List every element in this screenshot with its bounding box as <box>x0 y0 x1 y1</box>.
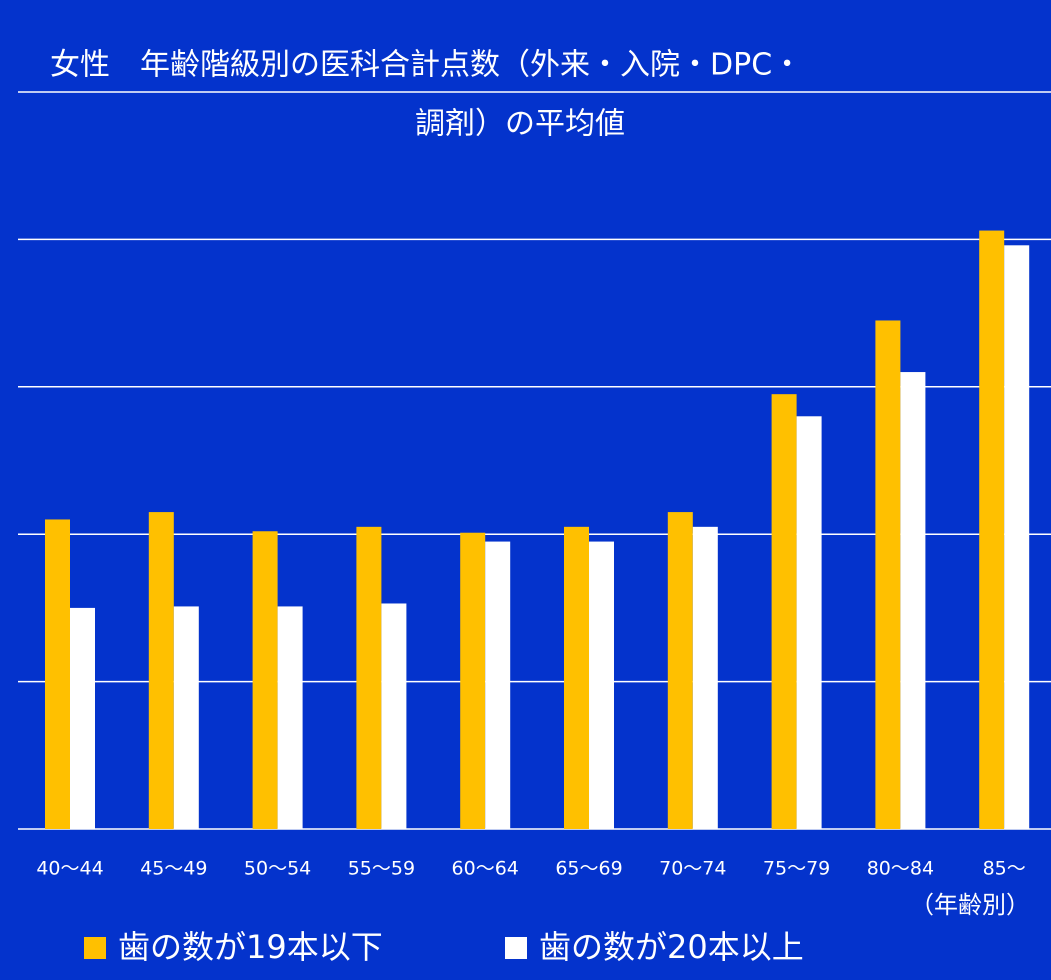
x-tick-label: 65〜69 <box>555 858 622 880</box>
bar <box>979 230 1005 829</box>
x-tick-label: 80〜84 <box>867 858 934 880</box>
bar <box>277 606 303 829</box>
bar <box>173 606 199 829</box>
legend-swatch <box>505 937 527 959</box>
bar <box>771 394 797 829</box>
bar <box>796 416 822 829</box>
x-tick-label: 60〜64 <box>452 858 519 880</box>
bar <box>589 541 614 829</box>
legend-swatch <box>84 937 106 959</box>
x-tick-label: 85〜 <box>983 858 1026 880</box>
bar <box>460 532 486 829</box>
bar <box>667 512 693 829</box>
legend-label: 歯の数が19本以下 <box>118 928 383 966</box>
x-tick-label: 55〜59 <box>348 858 415 880</box>
legend-label: 歯の数が20本以上 <box>539 928 804 966</box>
chart-title: 調剤）の平均値 <box>415 107 625 142</box>
bar <box>381 603 407 829</box>
x-tick-label: 70〜74 <box>659 858 726 880</box>
x-tick-label: 75〜79 <box>763 858 830 880</box>
bar <box>70 607 95 829</box>
bar <box>485 541 511 829</box>
bar <box>875 320 901 829</box>
x-axis-label: （年齢別） <box>910 891 1030 919</box>
bar <box>564 526 589 829</box>
bar <box>252 531 278 829</box>
bar <box>356 526 382 829</box>
bar <box>900 372 926 829</box>
bar <box>148 512 174 829</box>
x-tick-label: 40〜44 <box>36 858 103 880</box>
x-tick-label: 45〜49 <box>140 858 207 880</box>
chart-title: 女性 年齢階級別の医科合計点数（外来・入院・DPC・ <box>50 48 802 83</box>
x-tick-label: 50〜54 <box>244 858 311 880</box>
bar <box>1004 245 1030 829</box>
bar <box>692 526 718 829</box>
bar <box>45 519 70 829</box>
